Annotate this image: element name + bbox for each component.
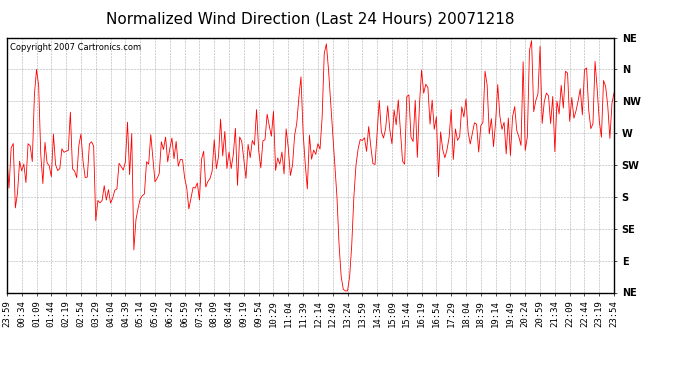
Text: Copyright 2007 Cartronics.com: Copyright 2007 Cartronics.com (10, 43, 141, 52)
Text: Normalized Wind Direction (Last 24 Hours) 20071218: Normalized Wind Direction (Last 24 Hours… (106, 11, 515, 26)
